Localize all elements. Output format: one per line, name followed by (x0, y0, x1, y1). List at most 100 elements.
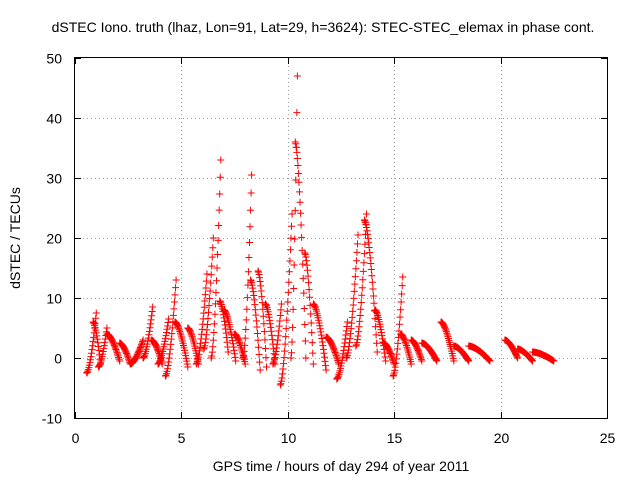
y-tick-label: 40 (46, 111, 62, 127)
data-point (141, 351, 149, 359)
data-point (382, 357, 390, 365)
data-point (280, 360, 288, 368)
data-point (95, 362, 103, 370)
data-arc (239, 171, 256, 362)
data-point (352, 342, 360, 350)
data-point (307, 310, 315, 318)
data-point (351, 280, 359, 288)
data-point (165, 358, 173, 366)
data-point (211, 310, 219, 318)
data-point (208, 352, 216, 360)
data-point (319, 342, 327, 350)
data-point (266, 320, 274, 328)
data-point (197, 339, 205, 347)
data-point (283, 307, 291, 315)
data-point (299, 274, 307, 282)
data-point (263, 363, 271, 371)
data-point (136, 343, 144, 351)
data-point (214, 236, 222, 244)
data-point (254, 336, 262, 344)
data-point (208, 253, 216, 261)
data-point (318, 334, 326, 342)
data-point (172, 276, 180, 284)
data-point (281, 340, 289, 348)
data-point (450, 357, 458, 365)
y-tick-label: 10 (46, 291, 62, 307)
data-point (367, 260, 375, 268)
data-point (401, 337, 409, 345)
data-point (415, 349, 423, 357)
data-point (381, 349, 389, 357)
data-point (308, 329, 316, 337)
data-point (396, 320, 404, 328)
data-point (285, 278, 293, 286)
data-point (177, 331, 185, 339)
data-point (113, 349, 121, 357)
data-point (352, 265, 360, 273)
data-point (317, 328, 325, 336)
data-point (148, 307, 156, 315)
data-point (161, 337, 169, 345)
data-series (83, 72, 558, 389)
data-point (348, 313, 356, 321)
data-point (231, 350, 239, 358)
data-point (277, 300, 285, 308)
data-point (353, 339, 361, 347)
data-point (115, 355, 123, 363)
data-point (210, 328, 218, 336)
data-point (95, 347, 103, 355)
data-point (216, 190, 224, 198)
data-point (115, 353, 123, 361)
data-point (305, 279, 313, 287)
data-point (145, 331, 153, 339)
data-point (222, 329, 230, 337)
data-point (312, 305, 320, 313)
data-point (203, 270, 211, 278)
data-point (242, 316, 250, 324)
data-point (223, 338, 231, 346)
data-point (220, 317, 228, 325)
data-point (291, 138, 299, 146)
data-point (289, 305, 297, 313)
data-point (217, 156, 225, 164)
data-point (166, 345, 174, 353)
data-point (266, 316, 274, 324)
data-point (257, 282, 265, 290)
data-point (347, 330, 355, 338)
data-point (407, 360, 415, 368)
data-point (147, 316, 155, 324)
data-point (252, 311, 260, 319)
data-point (353, 240, 361, 248)
data-point (100, 345, 108, 353)
data-point (444, 334, 452, 342)
data-point (342, 331, 350, 339)
data-point (369, 292, 377, 300)
data-point (124, 352, 132, 360)
data-point (373, 310, 381, 318)
data-point (349, 301, 357, 309)
data-point (221, 321, 229, 329)
data-arc (514, 345, 537, 365)
tick-labels: 0 5 10 15 20 25 -10 0 10 20 30 40 50 (42, 51, 616, 447)
data-arc (529, 348, 558, 365)
data-point (249, 288, 257, 296)
data-point (282, 325, 290, 333)
data-point (243, 305, 251, 313)
data-point (361, 240, 369, 248)
data-point (373, 339, 381, 347)
data-point (343, 353, 351, 361)
data-point (165, 315, 173, 323)
data-point (148, 312, 156, 320)
data-point (253, 329, 261, 337)
data-point (366, 249, 374, 257)
data-point (351, 273, 359, 281)
data-point (176, 329, 184, 337)
x-tick-label: 25 (600, 430, 616, 446)
data-point (156, 357, 164, 365)
data-point (288, 338, 296, 346)
data-arc (371, 306, 390, 365)
data-point (265, 313, 273, 321)
data-point (195, 350, 203, 358)
data-point (260, 320, 268, 328)
data-point (311, 302, 319, 310)
